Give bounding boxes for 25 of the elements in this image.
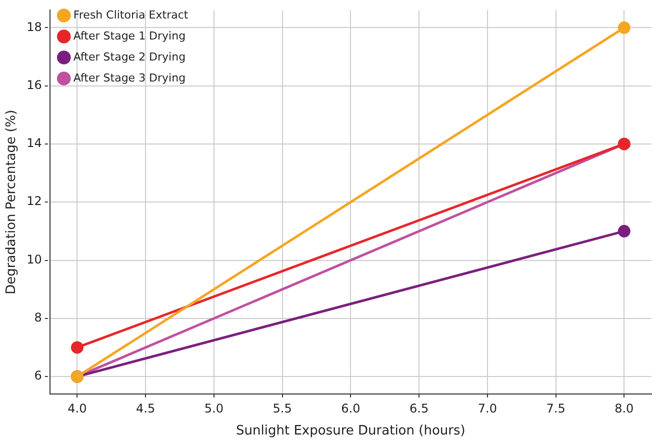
x-tick-label: 6.0 xyxy=(341,401,360,416)
y-tick-label: 12 xyxy=(26,194,42,208)
legend-label: After Stage 3 Drying xyxy=(73,71,186,84)
legend-label: After Stage 2 Drying xyxy=(73,50,186,64)
point xyxy=(618,21,630,34)
legend-label: Fresh Clitoria Extract xyxy=(73,8,189,22)
legend-label: After Stage 1 Drying xyxy=(73,29,186,42)
x-tick-label: 4.0 xyxy=(68,401,87,416)
x-tick-label: 8.0 xyxy=(614,401,634,416)
y-tick-label: 6 xyxy=(34,368,42,383)
x-tick-label: 6.5 xyxy=(410,401,429,416)
x-tick-label: 7.5 xyxy=(546,401,566,416)
y-tick-label: 16 xyxy=(26,78,42,92)
x-tick-label: 4.5 xyxy=(136,401,156,416)
x-tick-label: 5.5 xyxy=(272,401,292,416)
point xyxy=(618,224,630,238)
y-axis-title: Degradation Percentage (%) xyxy=(4,110,20,294)
y-tick-label: 18 xyxy=(26,20,42,34)
y-tick-label: 14 xyxy=(26,136,42,150)
x-axis-title: Sunlight Exposure Duration (hours) xyxy=(236,424,466,439)
x-tick-label: 5.0 xyxy=(204,401,224,416)
y-tick-label: 8 xyxy=(34,310,42,325)
x-tick-label: 7.0 xyxy=(478,401,497,416)
y-tick-label: 10 xyxy=(26,252,42,266)
point xyxy=(70,341,84,354)
